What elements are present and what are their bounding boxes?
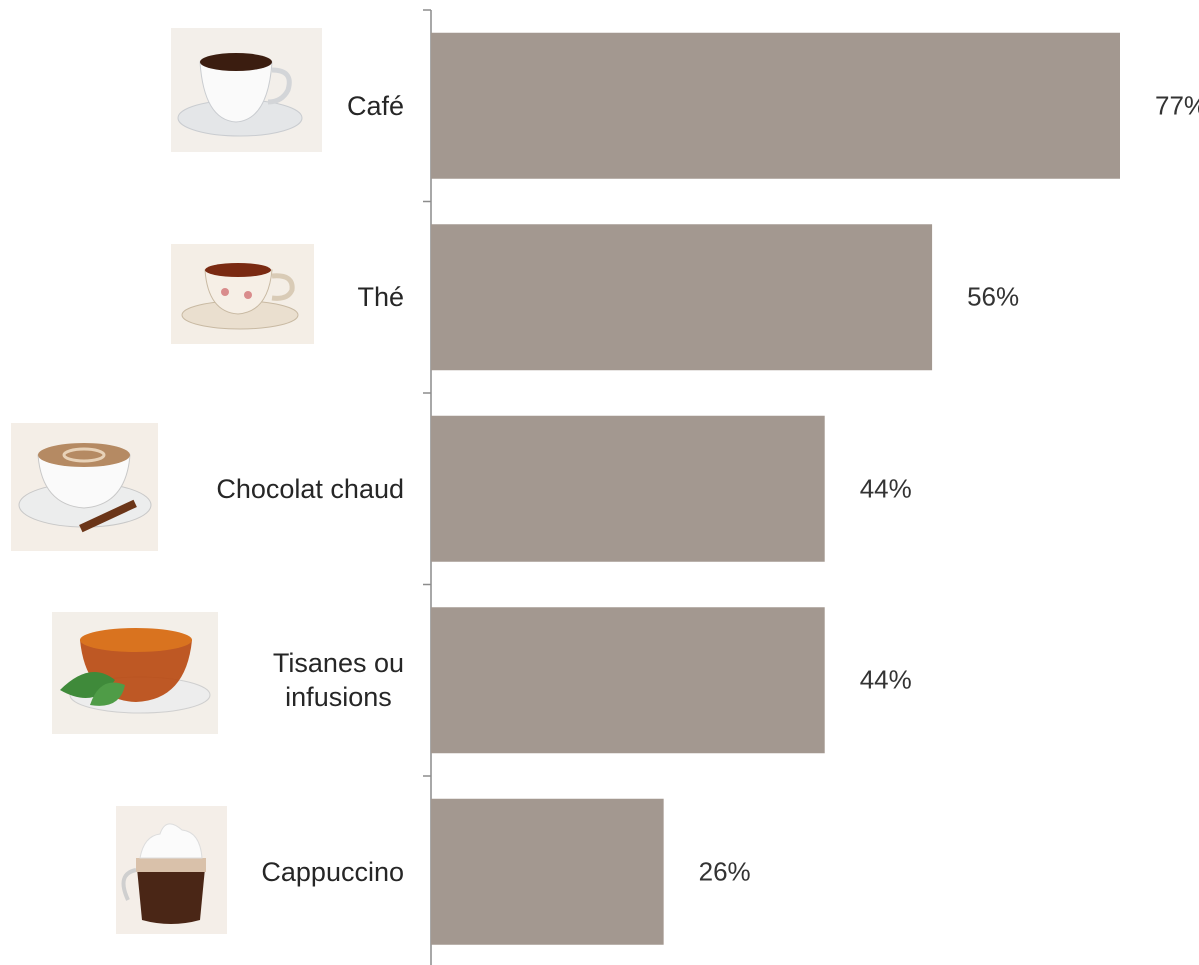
bar [431, 798, 664, 945]
category-label: Café [346, 90, 404, 121]
bar [431, 607, 825, 754]
bar [431, 415, 825, 562]
icon-the [171, 244, 314, 344]
icon-cappuccino [116, 806, 227, 934]
category-label: Chocolat chaud [216, 473, 404, 504]
value-label: 44% [859, 664, 912, 695]
category-label: Tisanes ou infusions [272, 648, 404, 713]
bar [431, 32, 1120, 179]
value-label: 26% [698, 856, 751, 887]
icon-tisane [52, 612, 218, 734]
value-label: 77% [1154, 90, 1199, 121]
bar [431, 224, 933, 371]
category-label: Thé [357, 282, 404, 313]
category-label: Cappuccino [261, 856, 404, 887]
value-label: 56% [967, 281, 1020, 312]
value-label: 44% [859, 473, 912, 504]
icon-chocolat [11, 423, 158, 551]
icon-cafe [171, 28, 322, 152]
